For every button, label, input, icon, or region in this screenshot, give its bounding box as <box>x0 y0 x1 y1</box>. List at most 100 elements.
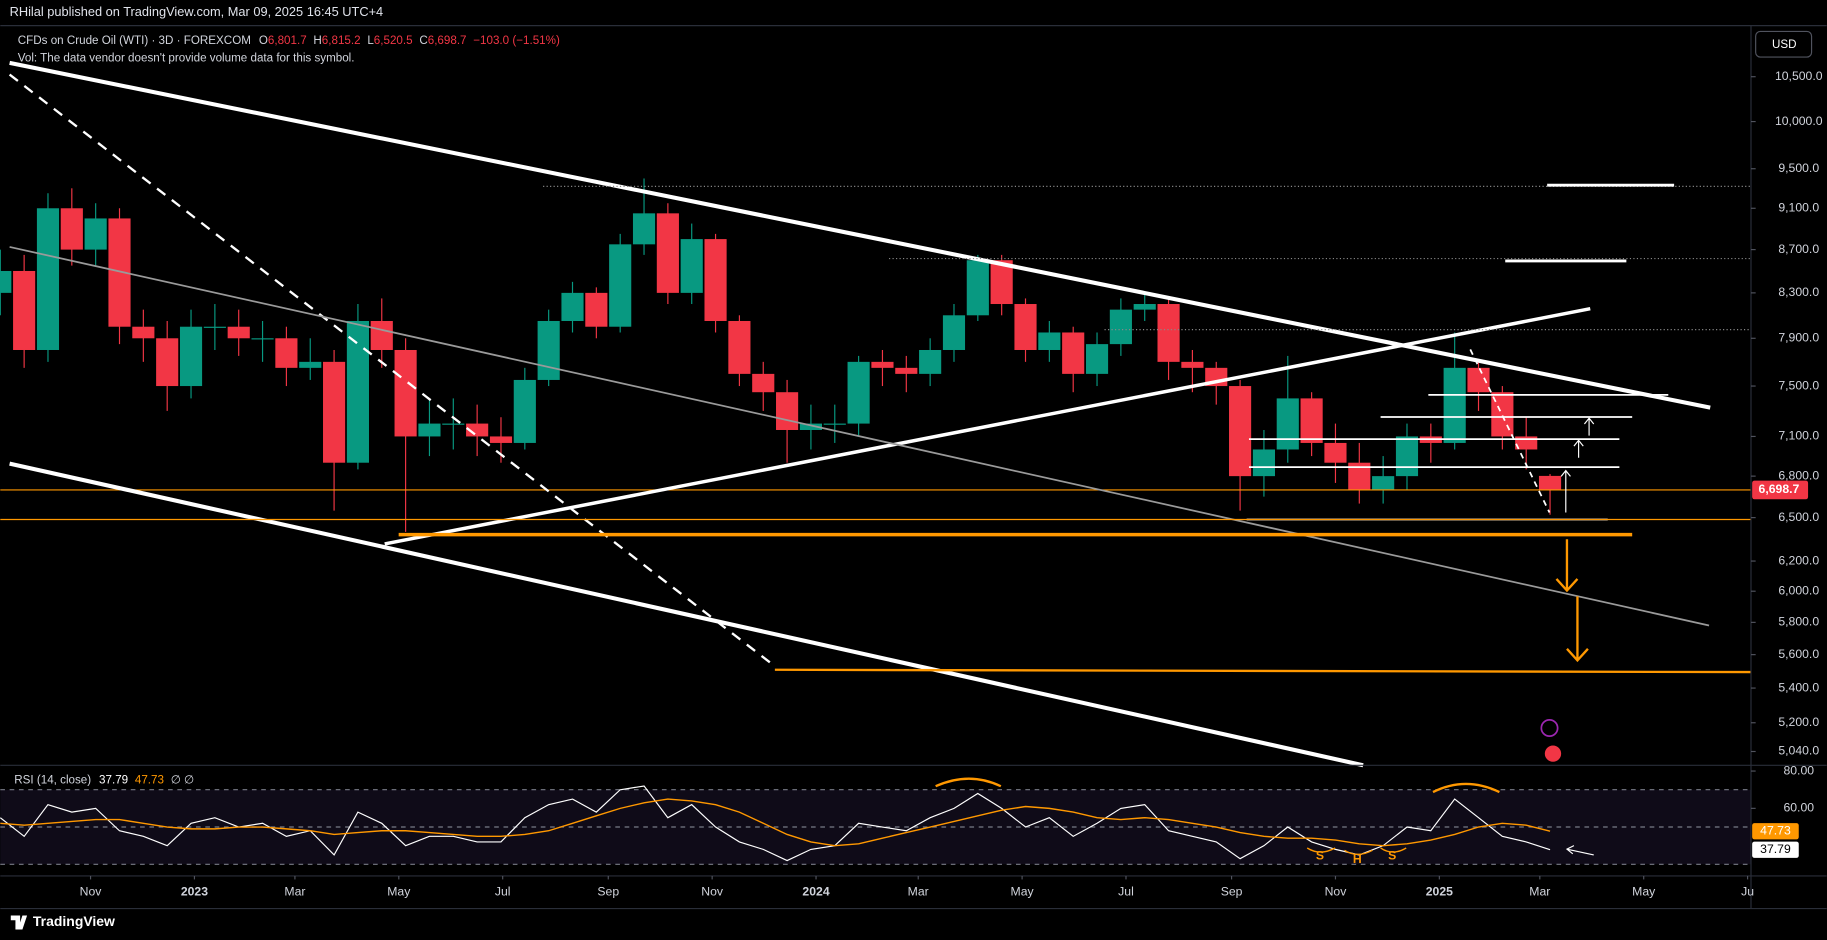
rsi-arc <box>935 777 1002 788</box>
legend: CFDs on Crude Oil (WTI) · 3D · FOREXCOM … <box>18 34 560 47</box>
pattern-label: S <box>1388 848 1396 862</box>
trendline <box>9 246 1710 627</box>
candle-body <box>346 320 369 463</box>
volume-note: Vol: The data vendor doesn't provide vol… <box>18 51 355 64</box>
x-tick-label: 2023 <box>181 884 208 898</box>
candle-body <box>84 218 107 250</box>
candle-body <box>203 326 226 328</box>
currency-label: USD <box>1772 38 1797 51</box>
symbol: CFDs on Crude Oil (WTI) · 3D · FOREXCOM <box>18 34 251 47</box>
candle-body <box>1324 442 1347 463</box>
x-tick-label: Mar <box>908 884 929 898</box>
y-tick-label: 7,500.0 <box>1778 378 1819 392</box>
candle-body <box>0 270 12 293</box>
candle-body <box>1229 386 1252 477</box>
brand: TradingView <box>10 913 115 930</box>
rsi-legend: RSI (14, close) 37.79 47.73 ∅ ∅ <box>14 773 194 786</box>
candle-body <box>1467 367 1490 393</box>
candle-body <box>299 361 322 368</box>
candle-body <box>847 361 870 424</box>
candle-body <box>1276 398 1299 450</box>
ohlc-value: 6,801.7 <box>268 34 307 47</box>
rsi-line <box>0 785 1551 862</box>
x-tick-label: Nov <box>701 884 724 898</box>
y-tick-label: 9,500.0 <box>1778 161 1819 175</box>
x-tick-label: Nov <box>1325 884 1348 898</box>
rsi-pattern <box>1306 847 1407 856</box>
up-arrow <box>1573 439 1584 458</box>
candle-body <box>1157 304 1180 362</box>
candle-body <box>156 338 179 387</box>
rsi-tag-label: 47.73 <box>1760 823 1791 837</box>
y-tick-label: 6,800.0 <box>1778 468 1819 482</box>
candle-body <box>1395 436 1419 477</box>
y-tick-label: 9,100.0 <box>1778 201 1819 215</box>
candle-body <box>1538 475 1562 490</box>
candle-body <box>752 373 775 393</box>
candle-body <box>1133 304 1156 310</box>
x-tick-label: Sep <box>597 884 619 898</box>
y-tick-label: 6,000.0 <box>1778 583 1819 597</box>
candle-body <box>370 320 393 350</box>
down-arrow <box>1566 596 1589 663</box>
rsi-tag-label: 37.79 <box>1760 842 1791 856</box>
y-tick-label: 8,300.0 <box>1778 285 1819 299</box>
candle-body <box>1348 462 1371 490</box>
price-tag <box>1752 480 1809 500</box>
candle-body <box>561 292 584 321</box>
candle-body <box>179 326 203 387</box>
x-tick-label: May <box>1632 884 1656 898</box>
trendline <box>9 461 1364 768</box>
pattern-label: H <box>1353 852 1362 866</box>
published-by: RHilal published on TradingView.com, Mar… <box>10 4 384 19</box>
candle-body <box>728 320 751 374</box>
candle-body <box>60 208 83 250</box>
rsi-tag <box>1752 841 1799 858</box>
drawings: S H S <box>0 60 1751 866</box>
brand-logo <box>10 915 28 930</box>
x-tick-label: Nov <box>80 884 103 898</box>
candle-body <box>871 361 894 368</box>
x-tick-label: Ju <box>1741 884 1754 898</box>
rsi-arrow <box>1565 845 1594 856</box>
event-icon[interactable] <box>1544 745 1562 762</box>
ohlc-value: 6,698.7 <box>428 34 467 47</box>
rsi-ma-value: 47.73 <box>135 773 164 786</box>
x-tick-label: May <box>1011 884 1035 898</box>
candle-body <box>966 260 989 316</box>
y-tick-label: 60.00 <box>1783 801 1814 815</box>
candle-body <box>275 338 298 368</box>
candle-body <box>418 423 441 437</box>
rsi-arc <box>1432 782 1500 794</box>
candle-body <box>942 315 966 350</box>
x-tick-label: Jul <box>495 884 511 898</box>
candle-body <box>132 326 155 339</box>
rsi-extra: ∅ ∅ <box>171 773 194 786</box>
event-icon[interactable] <box>1540 718 1559 738</box>
ohlc-key: C <box>419 34 427 47</box>
dashed-trendline <box>8 73 776 668</box>
candle-body <box>919 349 942 374</box>
x-tick-label: Jul <box>1118 884 1134 898</box>
candle-body <box>799 423 822 430</box>
candle-body <box>895 367 918 374</box>
y-tick-label: 10,500.0 <box>1775 69 1823 83</box>
y-tick-label: 5,040.0 <box>1778 744 1819 758</box>
candle-body <box>656 213 679 293</box>
candle-body <box>704 239 727 321</box>
rsi-name: RSI (14, close) <box>14 773 91 786</box>
x-tick-label: 2025 <box>1426 884 1453 898</box>
candle-body <box>13 270 36 350</box>
candle-body <box>36 208 60 350</box>
candle-body <box>1038 332 1061 350</box>
y-tick-label: 6,500.0 <box>1778 510 1819 524</box>
x-tick-label: 2024 <box>802 884 829 898</box>
ohlc-key: L <box>367 34 374 47</box>
rsi-ma-line <box>0 798 1551 847</box>
x-tick-label: May <box>387 884 411 898</box>
candle-body <box>1014 304 1037 350</box>
candle-body <box>1443 367 1466 443</box>
currency-button[interactable] <box>1755 30 1813 58</box>
